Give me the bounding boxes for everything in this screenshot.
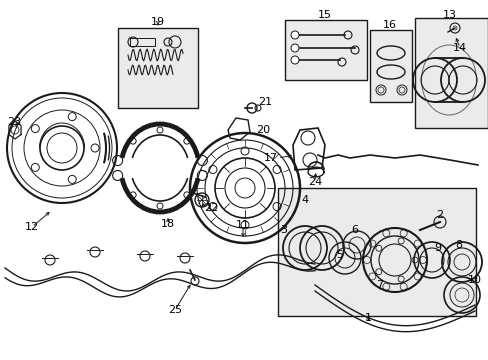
- Text: 17: 17: [264, 153, 278, 163]
- Text: 25: 25: [167, 305, 182, 315]
- Text: 22: 22: [203, 203, 218, 213]
- Circle shape: [290, 44, 298, 52]
- Text: 12: 12: [25, 222, 39, 232]
- Text: 13: 13: [442, 10, 456, 20]
- Text: 6: 6: [351, 225, 358, 235]
- Text: 19: 19: [151, 17, 165, 27]
- Text: 21: 21: [257, 97, 271, 107]
- Bar: [118, 28, 198, 108]
- Circle shape: [290, 31, 298, 39]
- Text: 8: 8: [454, 240, 461, 250]
- Text: 24: 24: [307, 177, 322, 187]
- Text: 10: 10: [467, 275, 481, 285]
- Bar: [414, 18, 487, 128]
- Text: 15: 15: [317, 10, 331, 20]
- Text: 14: 14: [452, 43, 466, 53]
- Text: 7: 7: [376, 280, 383, 290]
- Text: 16: 16: [382, 20, 396, 30]
- Bar: [130, 38, 155, 46]
- Text: 2: 2: [436, 210, 443, 220]
- Text: 4: 4: [301, 195, 308, 205]
- Circle shape: [290, 56, 298, 64]
- Text: 1: 1: [364, 313, 371, 323]
- Text: 11: 11: [236, 220, 249, 230]
- Text: 9: 9: [433, 243, 441, 253]
- Text: 18: 18: [161, 219, 175, 229]
- Bar: [369, 30, 411, 102]
- Bar: [278, 188, 475, 316]
- Text: 5: 5: [336, 250, 343, 260]
- Text: 3: 3: [280, 225, 287, 235]
- Text: 23: 23: [7, 117, 21, 127]
- Bar: [285, 20, 366, 80]
- Text: 20: 20: [256, 125, 269, 135]
